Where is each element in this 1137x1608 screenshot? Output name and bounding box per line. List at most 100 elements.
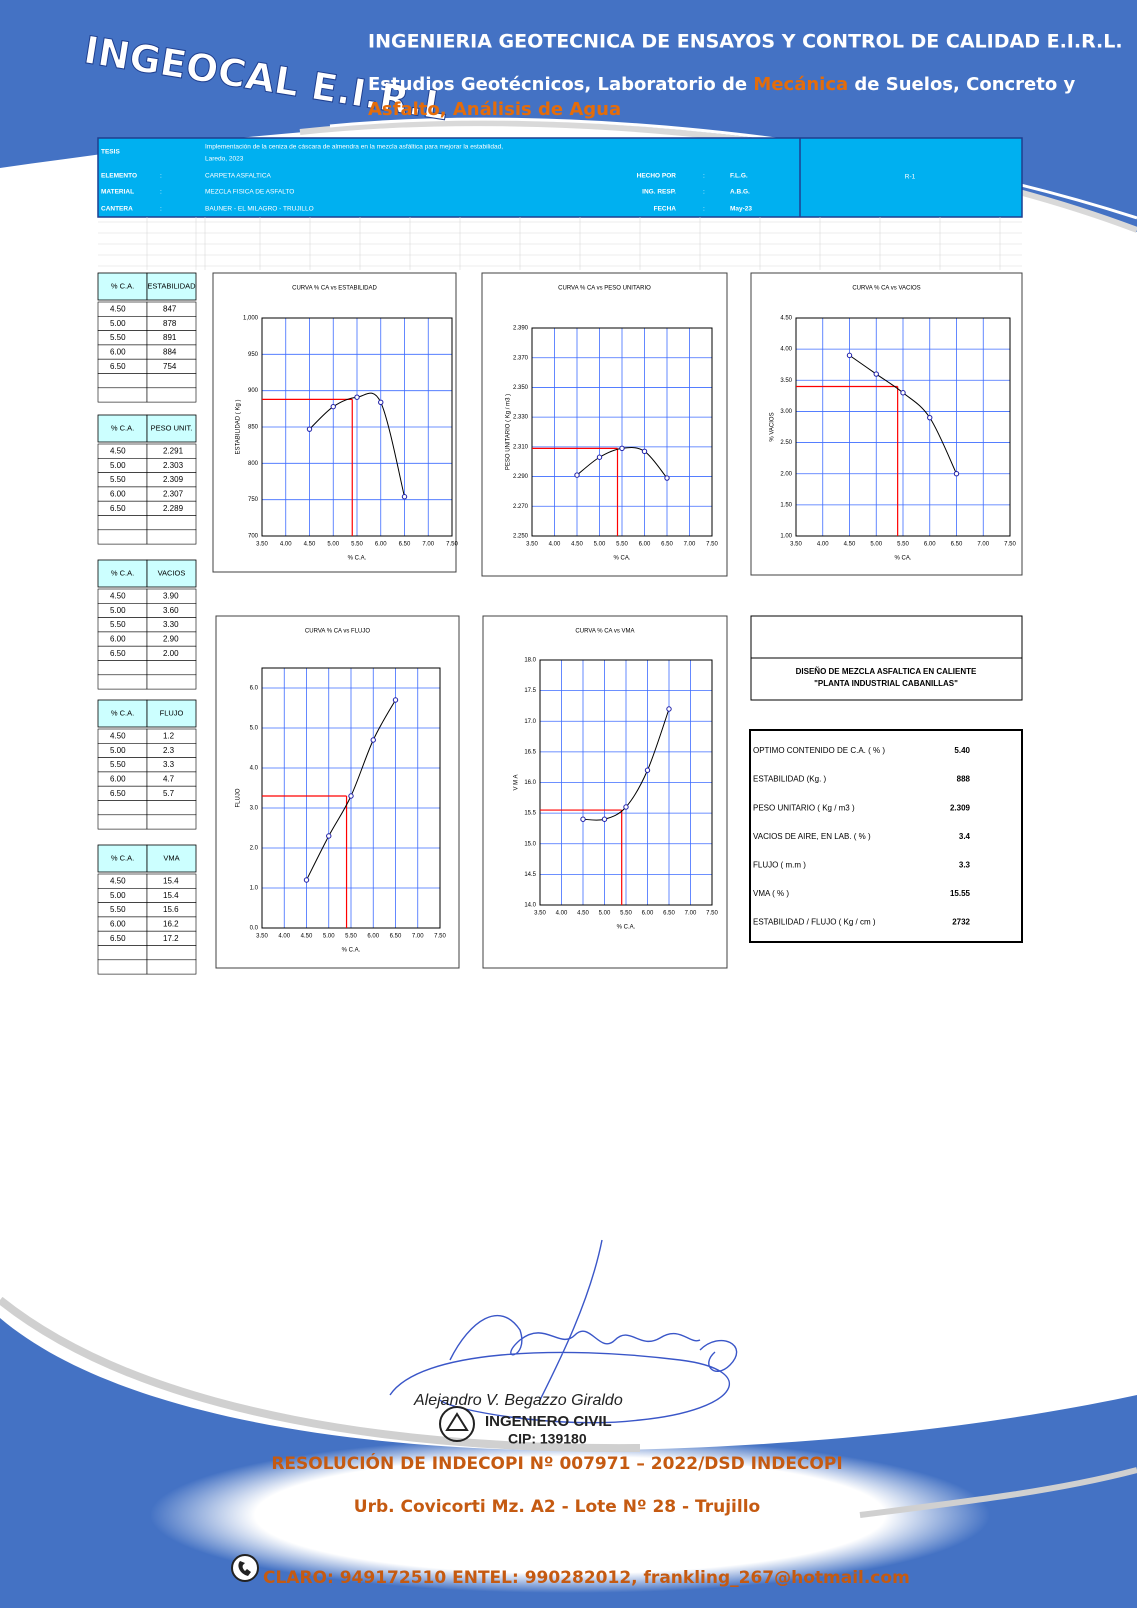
summary-value: 3.3 [959, 861, 971, 870]
signature-name: Alejandro V. Begazzo Giraldo [413, 1392, 623, 1409]
table-value: 6.50 [110, 504, 126, 513]
x-tick-label: 6.00 [924, 542, 936, 548]
y-tick-label: 800 [248, 461, 259, 467]
y-axis-label: V M A [514, 774, 520, 790]
table-value: 884 [163, 348, 177, 357]
table-header-cell [146, 699, 197, 728]
table-value: 5.00 [110, 891, 126, 900]
x-tick-label: 6.50 [399, 542, 411, 548]
x-tick-label: 6.00 [642, 911, 654, 917]
x-tick-label: 6.50 [661, 542, 673, 548]
table-value: 3.30 [163, 620, 179, 629]
table-cell [97, 529, 148, 545]
table-header-cell [97, 414, 148, 443]
table-value: 5.50 [110, 620, 126, 629]
table-cell [146, 959, 197, 975]
table-value: 15.4 [163, 877, 179, 886]
summary-title: DISEÑO DE MEZCLA ASFALTICA EN CALIENTE [796, 667, 977, 676]
table-value: 4.50 [110, 305, 126, 314]
table-cell [146, 674, 197, 690]
y-tick-label: 2.390 [513, 326, 529, 332]
table-value: 3.3 [163, 760, 175, 769]
table-value: 4.50 [110, 732, 126, 741]
y-tick-label: 15.0 [524, 841, 536, 847]
y-tick-label: 900 [248, 388, 259, 394]
x-tick-label: 3.50 [256, 934, 268, 940]
y-tick-label: 2.50 [780, 440, 792, 446]
y-tick-label: 17.5 [524, 688, 536, 694]
x-tick-label: 6.50 [663, 911, 675, 917]
table-cell [146, 800, 197, 816]
info-separator: : [703, 173, 705, 180]
summary-label: FLUJO ( m.m ) [753, 861, 806, 870]
x-tick-label: 7.00 [684, 542, 696, 548]
table-value: 3.90 [163, 592, 179, 601]
table-header: % C.A. [111, 853, 134, 862]
table-value: 5.50 [110, 475, 126, 484]
data-point [596, 454, 603, 460]
y-tick-label: 950 [248, 352, 259, 358]
table-value: 4.50 [110, 592, 126, 601]
y-axis-label: ESTABILIDAD ( Kg ) [236, 400, 242, 455]
y-tick-label: 4.50 [780, 316, 792, 322]
info-separator: : [160, 173, 162, 180]
table-value: 5.00 [110, 746, 126, 755]
summary-label: ESTABILIDAD (Kg. ) [753, 775, 827, 784]
header-swoosh [329, 117, 1137, 220]
info-separator: : [703, 189, 705, 196]
x-tick-label: 4.50 [844, 542, 856, 548]
data-point [619, 445, 625, 452]
x-tick-label: 6.00 [639, 542, 651, 548]
table-value: 1.2 [163, 732, 175, 741]
table-value: 4.50 [110, 447, 126, 456]
x-tick-label: 5.50 [351, 542, 363, 548]
info-separator: : [160, 189, 162, 196]
x-tick-label: 7.50 [434, 934, 446, 940]
table-cell [146, 387, 197, 403]
y-tick-label: 850 [248, 425, 259, 431]
data-point [623, 804, 629, 810]
table-value: 6.00 [110, 920, 126, 929]
company-name: INGENIERIA GEOTECNICA DE ENSAYOS Y CONTR… [368, 31, 1123, 53]
table-header-cell [146, 844, 197, 873]
services-text: de Suelos, Concreto y [848, 74, 1075, 95]
chart-title: CURVA % CA vs VMA [575, 629, 634, 635]
plot-border [261, 317, 453, 537]
x-axis-label: % C.A. [617, 925, 636, 931]
table-cell [97, 800, 148, 816]
table-value: 847 [163, 305, 177, 314]
summary-value: 2.309 [950, 803, 971, 812]
y-tick-label: 4.00 [780, 347, 792, 353]
footer-glow [150, 1437, 990, 1593]
summary-box [749, 729, 1023, 943]
data-point [644, 767, 651, 773]
table-cell [146, 515, 197, 531]
table-cell [146, 660, 197, 676]
table-value: 5.50 [110, 760, 126, 769]
phone-icon [238, 1561, 251, 1576]
summary-label: OPTIMO CONTENIDO DE C.A. ( % ) [753, 746, 885, 755]
data-point [900, 390, 906, 396]
table-value: 4.7 [163, 775, 175, 784]
table-header: VMA [163, 853, 179, 862]
table-value: 891 [163, 333, 177, 342]
info-value: May-23 [730, 206, 752, 213]
summary-value: 15.55 [950, 889, 971, 898]
data-point [401, 494, 408, 500]
report-code: R-1 [905, 174, 916, 181]
table-header: ESTABILIDAD [147, 281, 196, 290]
x-axis-label: % CA. [894, 556, 911, 562]
resolution: RESOLUCIÓN DE INDECOPI Nº 007971 – 2022/… [271, 1452, 842, 1474]
data-point [666, 706, 672, 712]
info-box [97, 137, 1023, 218]
table-header-cell [146, 272, 197, 301]
x-tick-label: 4.50 [577, 911, 589, 917]
contact: CLARO: 949172510 ENTEL: 990282012, frank… [263, 1568, 910, 1588]
x-tick-label: 4.00 [556, 911, 568, 917]
x-tick-label: 5.50 [345, 934, 357, 940]
table-value: 6.00 [110, 490, 126, 499]
table-value: 5.00 [110, 606, 126, 615]
data-point [330, 403, 336, 410]
table-cell [97, 387, 148, 403]
